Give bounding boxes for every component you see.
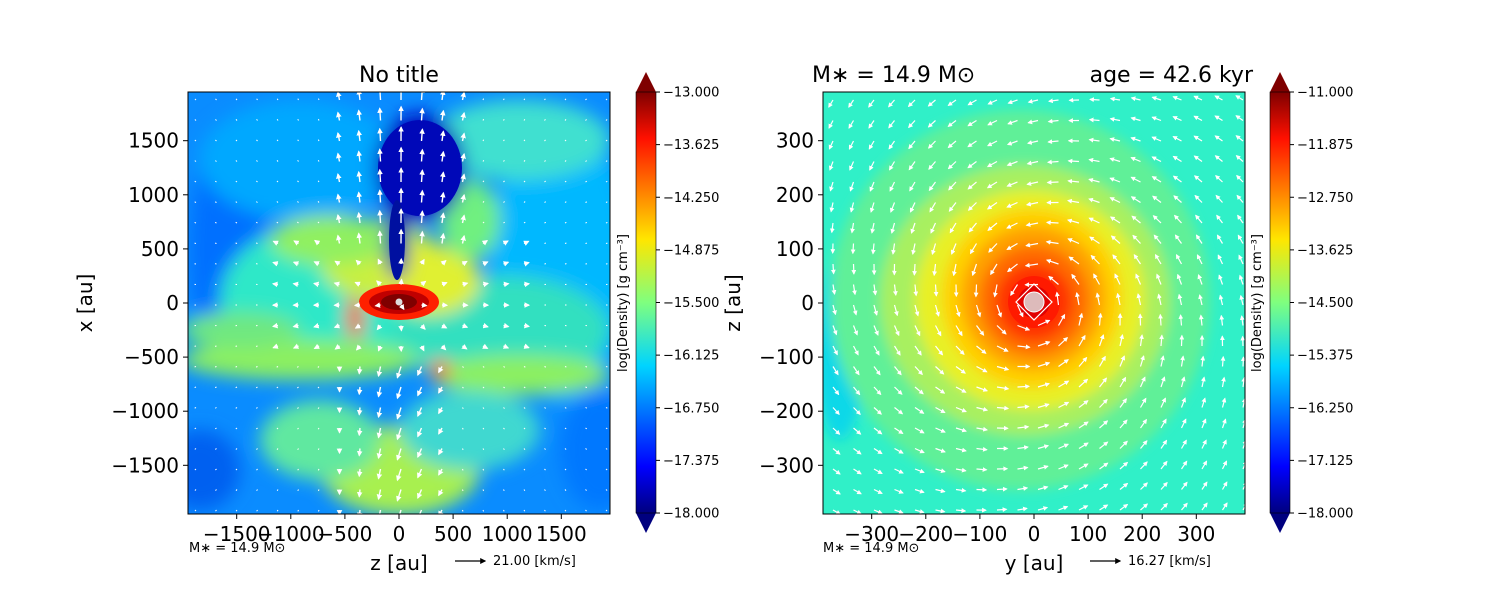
left-colorbar-tick-label: −18.000 [663, 507, 719, 522]
right-ytick-label: 200 [776, 183, 814, 207]
right-colorbar-tick-label: −13.625 [1297, 243, 1353, 258]
right-colorbar-tick-label: −18.000 [1297, 507, 1353, 522]
right-colorbar-tick-label: −12.750 [1297, 191, 1353, 206]
right-ytick-label: −200 [759, 399, 814, 423]
right-axis-ticks: −300 −200 −100 0 100 200 300−300−200−100010020… [759, 129, 1215, 546]
left-ytick-label: −500 [124, 345, 179, 369]
right-ytick-label: 300 [776, 129, 814, 153]
right-ylabel: z [au] [721, 274, 745, 331]
left-velocity-field [194, 92, 608, 514]
right-colorbar-label: log(Density) [g cm⁻³] [1250, 234, 1265, 372]
right-colorbar-tick-label: −16.250 [1297, 401, 1353, 416]
left-xlabel: z [au] [370, 551, 427, 575]
right-colorbar-tick-label: −14.500 [1297, 296, 1353, 311]
left-xtick-label: −500 [317, 522, 372, 546]
left-mass-annotation: M∗ = 14.9 M⊙ [189, 541, 285, 556]
right-title-mass: M∗ = 14.9 M⊙ [812, 63, 975, 88]
right-xtick-label: 200 [1123, 522, 1161, 546]
left-xtick-label: 0 [393, 522, 406, 546]
left-ytick-label: 1500 [128, 129, 179, 153]
left-quiver-key-label: 21.00 [km/s] [493, 554, 576, 569]
left-ytick-label: 0 [166, 291, 179, 315]
left-ytick-label: −1500 [111, 453, 179, 477]
right-xtick-label: 0 [1028, 522, 1041, 546]
right-xtick-label: −100 [952, 522, 1007, 546]
right-ytick-label: −300 [759, 453, 814, 477]
right-density-map [823, 92, 1245, 514]
left-colorbar-tick-label: −13.000 [663, 86, 719, 101]
left-colorbar-tick-label: −15.500 [663, 296, 719, 311]
right-colorbar-tick-label: −11.000 [1297, 86, 1353, 101]
left-xtick-label: 1500 [536, 522, 587, 546]
right-colorbar-tick-label: −17.125 [1297, 454, 1353, 469]
left-xtick-label: −1500 [203, 522, 271, 546]
right-ytick-label: −100 [759, 345, 814, 369]
right-colorbar-tick-label: −15.375 [1297, 349, 1353, 364]
right-xtick-label: 300 [1177, 522, 1215, 546]
left-ytick-label: 500 [141, 237, 179, 261]
right-colorbar-tick-label: −11.875 [1297, 138, 1353, 153]
left-ytick-label: −1000 [111, 399, 179, 423]
left-colorbar-tick-label: −17.375 [663, 454, 719, 469]
right-velocity-field [828, 95, 1245, 514]
left-xtick-label: 500 [434, 522, 472, 546]
left-density-map [188, 92, 610, 514]
right-xlabel: y [au] [1005, 551, 1064, 575]
left-colorbar-tick-label: −16.125 [663, 349, 719, 364]
right-quiver-key-label: 16.27 [km/s] [1128, 554, 1211, 569]
left-xtick-label: −1000 [257, 522, 325, 546]
right-xtick-label: −300 [844, 522, 899, 546]
left-ylabel: x [au] [73, 274, 97, 333]
left-colorbar-tick-label: −16.750 [663, 401, 719, 416]
left-xtick-label: 1000 [482, 522, 533, 546]
left-colorbar: −13.000 −13.625 −14.250 −14.875 −15.500 −16.1… [616, 72, 719, 533]
left-ytick-label: 1000 [128, 183, 179, 207]
left-colorbar-tick-label: −14.250 [663, 191, 719, 206]
left-colorbar-tick-label: −13.625 [663, 138, 719, 153]
right-ytick-label: 100 [776, 237, 814, 261]
left-colorbar-tick-label: −14.875 [663, 243, 719, 258]
right-mass-annotation: M∗ = 14.9 M⊙ [823, 541, 919, 556]
right-title-age: age = 42.6 kyr [1090, 63, 1254, 88]
right-colorbar: −11.000 −11.875 −12.750 −13.625 −14.500 −15.3… [1250, 72, 1353, 533]
sink-marker [1015, 283, 1053, 321]
left-title: No title [359, 63, 439, 88]
right-ytick-label: 0 [801, 291, 814, 315]
left-axis-ticks: −1500−1000−500 0 500 1000 1500−1500−1000−500… [111, 129, 586, 546]
right-xtick-label: −200 [898, 522, 953, 546]
right-xtick-label: 100 [1069, 522, 1107, 546]
left-colorbar-label: log(Density) [g cm⁻³] [616, 234, 631, 372]
